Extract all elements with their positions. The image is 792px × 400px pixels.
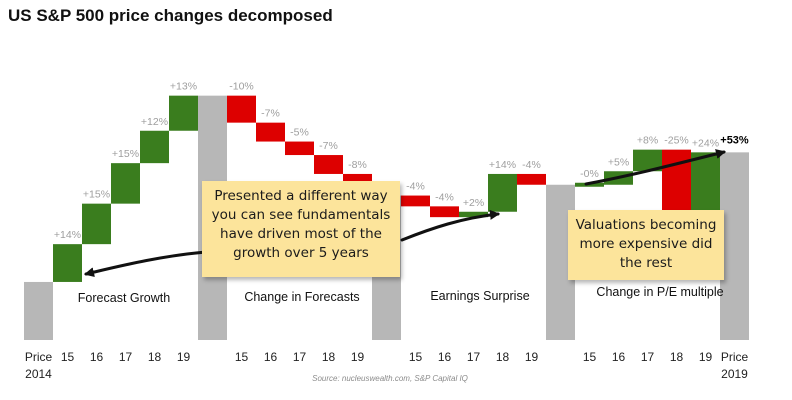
data-label: -7% [319,140,338,152]
x-tick-label: 16 [264,350,278,364]
data-label: -8% [348,159,367,171]
x-tick-label: 19 [351,350,365,364]
data-label: -4% [435,191,454,203]
data-label: +12% [141,116,168,128]
data-label: -5% [290,127,309,139]
x-tick-label: 17 [293,350,307,364]
x-tick-label: 16 [438,350,452,364]
data-label: +15% [83,189,110,201]
x-tick-label: 17 [641,350,655,364]
data-label: +14% [54,229,81,241]
x-tick-label: 16 [612,350,626,364]
data-label: -4% [406,181,425,193]
data-label: -4% [522,159,541,171]
final-total-bar [720,152,749,340]
data-label: -10% [229,81,254,93]
data-label: +14% [489,159,516,171]
decrease-bar [430,206,459,218]
decrease-bar [314,155,343,174]
x-tick-label: 2014 [25,367,52,381]
decrease-bar [285,141,314,156]
source-note: Source: nucleuswealth.com, S&P Capital I… [312,374,468,383]
data-label: +13% [170,81,197,93]
increase-bar [82,203,111,245]
x-tick-label: 2019 [721,367,748,381]
increase-bar [488,173,517,212]
x-tick-label: 18 [670,350,684,364]
x-tick-label: 17 [119,350,133,364]
data-label: -0% [580,168,599,180]
annotation-arrow [84,250,208,278]
x-tick-label: 19 [177,350,191,364]
decrease-bar [662,149,691,218]
data-label: +24% [692,137,719,149]
x-tick-label: Price [721,350,749,364]
decrease-bar [256,122,285,142]
increase-bar [169,95,198,131]
increase-bar [459,211,488,218]
data-label: -7% [261,108,280,120]
x-tick-label: 19 [525,350,539,364]
data-label: +2% [463,197,484,209]
x-tick-label: 18 [148,350,162,364]
increase-bar [53,244,82,282]
group-label: Change in Forecasts [244,290,359,304]
annotation-note-valuations: Valuations becoming more expensive did t… [568,210,724,280]
x-tick-label: 17 [467,350,481,364]
increase-bar [111,163,140,204]
data-label: +5% [608,156,629,168]
decrease-bar [227,95,256,123]
total-bar [24,281,53,340]
chart-title: US S&P 500 price changes decomposed [8,6,333,25]
group-label: Earnings Surprise [430,289,529,303]
x-tick-label: 15 [235,350,249,364]
data-label: -25% [664,135,689,147]
final-value-label: +53% [720,134,749,146]
x-tick-label: 19 [699,350,713,364]
annotation-arrow [400,209,500,242]
x-tick-label: 18 [496,350,510,364]
decrease-bar [401,195,430,207]
group-label: Change in P/E multiple [596,285,723,299]
x-tick-label: 16 [90,350,104,364]
data-label: +8% [637,135,658,147]
x-tick-label: 15 [583,350,597,364]
x-tick-label: 15 [409,350,423,364]
annotation-note-fundamentals: Presented a different way you can see fu… [202,181,400,277]
x-tick-label: 15 [61,350,75,364]
x-tick-label: Price [25,350,53,364]
increase-bar [633,149,662,172]
data-label: +15% [112,148,139,160]
group-label: Forecast Growth [78,291,170,305]
x-tick-label: 18 [322,350,336,364]
increase-bar [140,130,169,164]
annotation-arrow [584,149,726,186]
increase-bar [691,152,720,218]
decrease-bar [517,173,546,185]
